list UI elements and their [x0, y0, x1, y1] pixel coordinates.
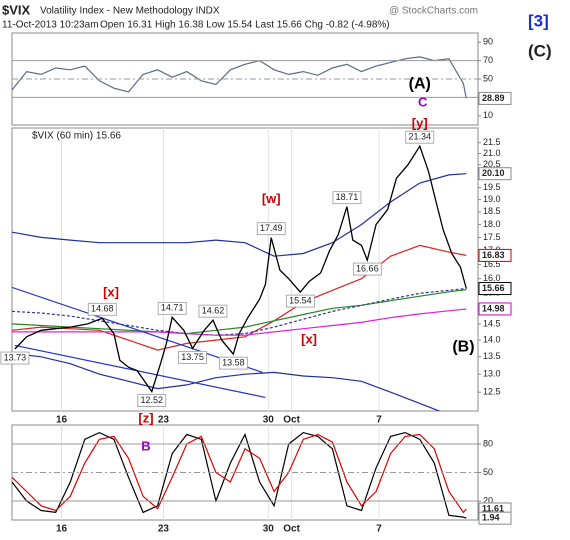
value-box — [478, 282, 512, 296]
x-tick-label: 30 — [263, 524, 275, 535]
point-label: 13.75 — [181, 352, 204, 362]
label-box — [218, 356, 248, 370]
y-tick-label: 90 — [483, 37, 493, 47]
index-name: Volatility Index - New Methodology INDX — [40, 6, 220, 17]
value-box — [478, 248, 512, 262]
point-label: 17.49 — [260, 223, 283, 233]
point-label: 16.66 — [356, 263, 379, 273]
label-box — [332, 191, 362, 205]
y-tick-label: 20 — [483, 495, 493, 505]
point-label: 18.71 — [336, 192, 359, 202]
wave-label: [y] — [412, 115, 428, 130]
point-label: 21.34 — [408, 132, 431, 142]
value-label: 1.94 — [482, 513, 500, 523]
trend-line — [14, 344, 266, 398]
label-box — [352, 262, 382, 276]
y-tick-label: 16.5 — [483, 259, 501, 269]
point-label: 12.52 — [141, 395, 164, 405]
point-label: 15.54 — [289, 295, 312, 305]
wave-label: [w] — [262, 191, 281, 206]
wave-label: C — [418, 94, 428, 109]
series-line — [12, 308, 467, 336]
wave-label: [x] — [301, 332, 317, 347]
x-tick-label: Oct — [283, 524, 300, 535]
point-label: 14.71 — [161, 303, 184, 313]
plot — [12, 128, 467, 411]
legend: $VIX (60 min) 15.66 — [32, 131, 121, 142]
y-tick-label: 19.0 — [483, 194, 501, 204]
y-tick-label: 21.5 — [483, 137, 501, 147]
label-box — [285, 294, 315, 308]
value-label: 20.10 — [482, 168, 505, 178]
x-tick-label: 7 — [376, 524, 382, 535]
wave-label: (B) — [452, 339, 474, 356]
series-line — [12, 289, 467, 335]
y-tick-label: 18.5 — [483, 206, 501, 216]
value-label: 28.89 — [482, 93, 505, 103]
symbol: $VIX — [2, 2, 31, 17]
y-tick-label: 70 — [483, 55, 493, 65]
source: @ StockCharts.com — [389, 6, 478, 17]
y-tick-label: 16.0 — [483, 273, 501, 283]
value-box — [478, 302, 512, 316]
y-tick-label: 17.5 — [483, 232, 501, 242]
y-tick-label: 10 — [483, 110, 493, 120]
value-box — [478, 511, 512, 525]
value-box — [478, 167, 512, 181]
y-tick-label: 18.0 — [483, 219, 501, 229]
x-tick-label: 16 — [56, 524, 68, 535]
x-tick-label: 30 — [263, 415, 275, 426]
series-line — [12, 433, 467, 514]
y-tick-label: 50 — [483, 73, 493, 83]
wave-label: [x] — [103, 284, 119, 299]
y-tick-label: 21.0 — [483, 148, 501, 158]
label-box — [137, 394, 167, 407]
date: 11-Oct-2013 10:23am — [2, 20, 99, 31]
x-tick-label: 23 — [158, 524, 170, 535]
y-tick-label: 13.0 — [483, 369, 501, 379]
label-box — [256, 222, 286, 236]
x-tick-label: Oct — [283, 415, 300, 426]
point-label: 13.58 — [222, 357, 245, 367]
series-line — [12, 56, 467, 99]
label-box — [198, 304, 228, 318]
price-line — [14, 144, 467, 393]
y-tick-label: 50 — [483, 467, 493, 477]
x-tick-label: 16 — [56, 415, 68, 426]
wave-label: (A) — [409, 76, 431, 93]
x-tick-label: 7 — [376, 415, 382, 426]
series-line — [12, 431, 467, 519]
value-box — [478, 91, 512, 105]
y-tick-label: 14.5 — [483, 318, 501, 328]
value-label: 11.61 — [482, 503, 504, 513]
point-label: 14.62 — [202, 306, 225, 316]
value-label: 14.98 — [482, 303, 505, 313]
side-label: [3] — [528, 11, 549, 30]
y-tick-label: 19.5 — [483, 182, 501, 192]
point-label: 13.73 — [4, 352, 27, 362]
y-tick-label: 80 — [483, 438, 493, 448]
series-line — [12, 244, 467, 351]
y-tick-label: 13.5 — [483, 351, 501, 361]
label-box — [157, 301, 187, 315]
series-line — [12, 173, 467, 257]
label-box — [178, 350, 207, 364]
wave-label: [z] — [138, 411, 153, 426]
series-line — [12, 352, 441, 411]
label-box — [0, 351, 30, 365]
value-label: 16.83 — [482, 250, 505, 260]
quote: Open 16.31 High 16.38 Low 15.54 Last 15.… — [100, 20, 390, 31]
point-label: 14.68 — [91, 304, 114, 314]
plot — [12, 56, 467, 99]
side-label: (C) — [528, 41, 552, 60]
value-label: 15.66 — [482, 283, 505, 293]
wave-label: B — [141, 438, 150, 453]
y-tick-label: 14.0 — [483, 334, 501, 344]
x-tick-label: 23 — [158, 415, 170, 426]
label-box — [87, 302, 117, 316]
y-tick-label: 20.5 — [483, 159, 501, 169]
label-box — [405, 130, 435, 144]
y-tick-label: 12.5 — [483, 387, 501, 397]
